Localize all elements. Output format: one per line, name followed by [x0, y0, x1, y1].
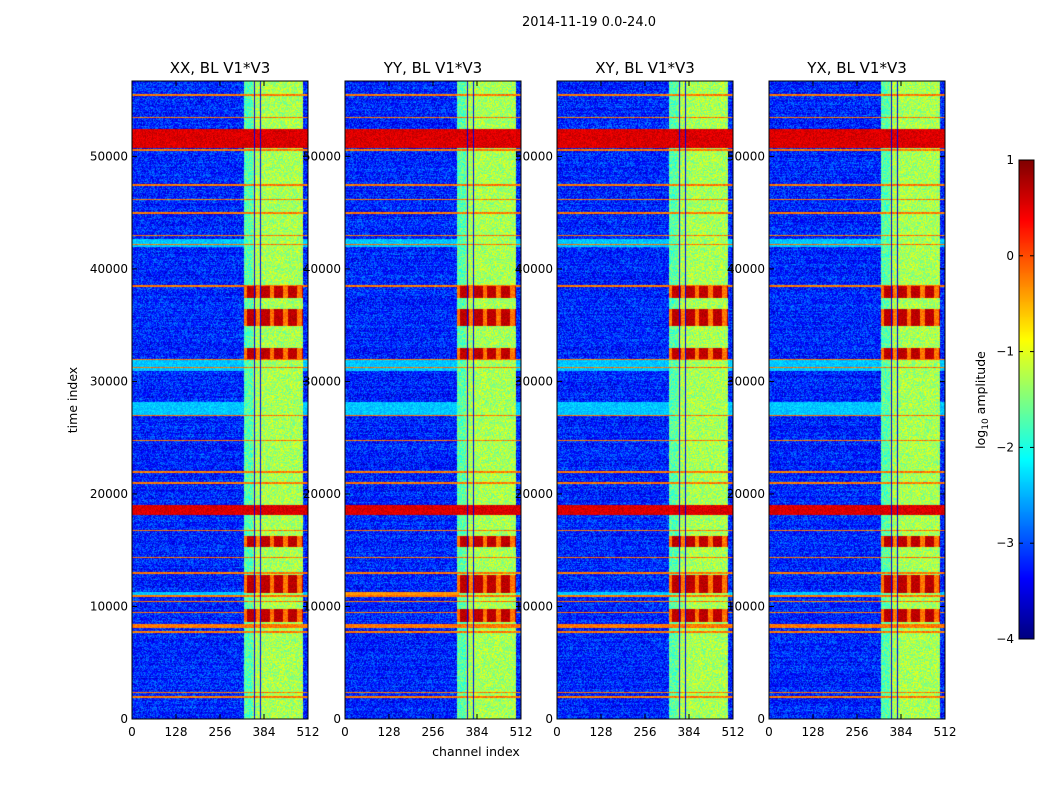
y-tick-label: 0: [333, 712, 341, 726]
x-tick-label: 0: [341, 725, 349, 739]
colorbar-tick-label: −2: [996, 440, 1014, 454]
heatmap-image: [557, 81, 733, 719]
y-tick-label: 0: [120, 712, 128, 726]
panel-title: XX, BL V1*V3: [170, 59, 271, 77]
y-tick-label: 50000: [727, 149, 765, 163]
x-tick-label: 512: [934, 725, 957, 739]
x-tick-label: 128: [802, 725, 825, 739]
x-tick-label: 0: [553, 725, 561, 739]
panels: XX, BL V1*V3 0 128 256 384 512 0 10000 20000 3000…: [90, 59, 957, 739]
y-tick-label: 20000: [90, 487, 128, 501]
x-tick-label: 256: [209, 725, 232, 739]
y-tick-label: 40000: [727, 262, 765, 276]
x-tick-label: 0: [765, 725, 773, 739]
x-tick-label: 512: [297, 725, 320, 739]
colorbar-tick-label: −4: [996, 632, 1014, 646]
ylabel-group: time index: [65, 367, 80, 433]
panel-3: YX, BL V1*V3 0 128 256 384 512 0 10000 20000 3000…: [727, 59, 957, 739]
y-tick-label: 30000: [727, 374, 765, 388]
y-tick-label: 50000: [515, 149, 553, 163]
y-tick-label: 40000: [515, 262, 553, 276]
y-tick-label: 0: [757, 712, 765, 726]
x-tick-label: 512: [722, 725, 745, 739]
panel-title: YY, BL V1*V3: [383, 59, 482, 77]
panel-1: YY, BL V1*V3 0 128 256 384 512 0 10000 20000 3000…: [303, 59, 533, 739]
y-tick-label: 10000: [515, 599, 553, 613]
heatmap-image: [132, 81, 308, 719]
y-tick-label: 40000: [90, 262, 128, 276]
y-tick-label: 30000: [90, 374, 128, 388]
y-tick-label: 30000: [515, 374, 553, 388]
x-tick-label: 256: [422, 725, 445, 739]
xlabel-group: channel index: [432, 744, 520, 759]
y-tick-label: 40000: [303, 262, 341, 276]
y-tick-label: 20000: [515, 487, 553, 501]
panel-title: YX, BL V1*V3: [806, 59, 907, 77]
colorbar-gradient: [1019, 160, 1034, 639]
colorbar-tick-label: 1: [1006, 153, 1014, 167]
x-tick-label: 128: [378, 725, 401, 739]
y-tick-label: 10000: [303, 599, 341, 613]
colorbar-tick-label: −1: [996, 345, 1014, 359]
panel-2: XY, BL V1*V3 0 128 256 384 512 0 10000 20000 3000…: [515, 59, 745, 739]
y-tick-label: 20000: [727, 487, 765, 501]
x-tick-label: 384: [890, 725, 913, 739]
x-tick-label: 256: [846, 725, 869, 739]
x-tick-label: 256: [634, 725, 657, 739]
y-tick-label: 10000: [90, 599, 128, 613]
colorbar-label-prefix: log: [973, 430, 988, 449]
x-tick-label: 128: [590, 725, 613, 739]
y-axis-label: time index: [65, 367, 80, 433]
x-axis-label: channel index: [432, 744, 520, 759]
colorbar-frame: [1018, 159, 1035, 640]
colorbar-tick-label: 0: [1006, 249, 1014, 263]
colorbar-tick-label: −3: [996, 536, 1014, 550]
x-tick-label: 384: [678, 725, 701, 739]
figure-suptitle: 2014-11-19 0.0-24.0: [522, 15, 656, 30]
panel-title: XY, BL V1*V3: [595, 59, 695, 77]
y-tick-label: 20000: [303, 487, 341, 501]
x-tick-label: 0: [128, 725, 136, 739]
colorbar-label-sub: 10: [981, 418, 991, 430]
y-tick-label: 30000: [303, 374, 341, 388]
heatmap-image: [345, 81, 521, 719]
panel-0: XX, BL V1*V3 0 128 256 384 512 0 10000 20000 3000…: [90, 59, 320, 739]
y-tick-label: 50000: [90, 149, 128, 163]
colorbar-label: log10 amplitude: [973, 351, 991, 449]
x-tick-label: 384: [466, 725, 489, 739]
colorbar-label-suffix: amplitude: [973, 351, 988, 418]
y-tick-label: 50000: [303, 149, 341, 163]
x-tick-label: 128: [165, 725, 188, 739]
heatmap-image: [769, 81, 945, 719]
x-tick-label: 384: [253, 725, 276, 739]
x-tick-label: 512: [510, 725, 533, 739]
y-tick-label: 10000: [727, 599, 765, 613]
y-tick-label: 0: [545, 712, 553, 726]
